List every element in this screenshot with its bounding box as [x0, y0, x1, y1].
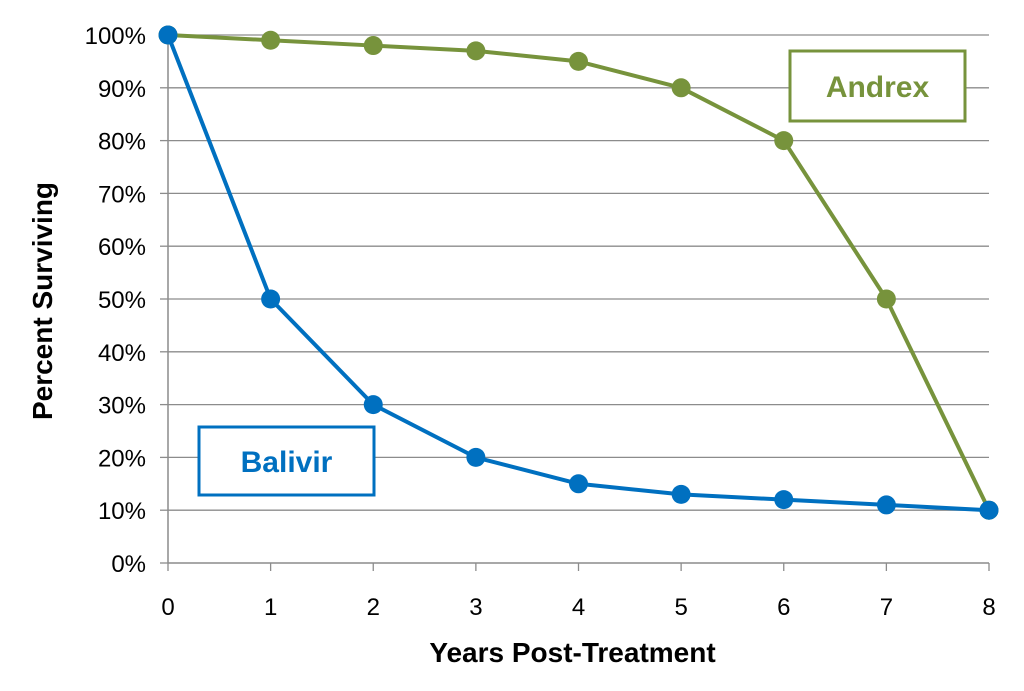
y-tick-label: 30%: [98, 393, 146, 420]
balivir-legend-box: [197, 425, 376, 497]
x-tick-label: 6: [777, 594, 790, 621]
y-axis-title: Percent Surviving: [27, 182, 58, 420]
balivir-point: [671, 484, 691, 504]
series-group: [158, 25, 999, 520]
balivir-point: [569, 474, 588, 494]
x-tick-label: 0: [161, 594, 174, 621]
andrex-legend-label: Andrex: [826, 71, 930, 104]
y-tick-label: 80%: [98, 129, 146, 156]
balivir-point: [979, 500, 999, 520]
andrex-point: [466, 41, 486, 61]
x-tick-label: 3: [469, 594, 482, 621]
andrex-point: [671, 78, 691, 98]
y-tick-labels: 0% 10% 20% 30% 40% 50% 60% 70% 80% 90% 100%: [85, 23, 146, 578]
y-tick-label: 50%: [98, 287, 146, 314]
y-tick-label: 20%: [98, 445, 146, 472]
axes: [160, 34, 990, 571]
balivir-point: [774, 490, 794, 510]
legend-group: Andrex Balivir: [197, 49, 967, 497]
andrex-point: [363, 36, 383, 56]
balivir-point: [363, 395, 383, 415]
balivir-point: [876, 495, 896, 515]
balivir-point: [466, 447, 486, 467]
y-tick-label: 100%: [85, 23, 146, 50]
y-tick-label: 90%: [98, 76, 146, 103]
y-tick-label: 0%: [111, 551, 146, 578]
x-tick-labels: 0 1 2 3 4 5 6 7 8: [161, 594, 995, 621]
x-tick-label: 7: [880, 594, 893, 621]
balivir-point: [261, 289, 281, 309]
andrex-point: [774, 131, 794, 151]
x-tick-label: 1: [264, 594, 277, 621]
andrex-point: [569, 51, 588, 71]
andrex-point: [261, 30, 281, 50]
andrex-point: [876, 289, 896, 309]
y-tick-label: 70%: [98, 181, 146, 208]
balivir-point: [158, 25, 178, 45]
y-tick-label: 60%: [98, 234, 146, 261]
andrex-legend-box: [788, 49, 967, 123]
x-axis-title: Years Post-Treatment: [429, 637, 715, 668]
x-tick-label: 8: [982, 594, 995, 621]
x-tick-label: 4: [572, 594, 585, 621]
y-tick-label: 10%: [98, 498, 146, 525]
y-tick-label: 40%: [98, 340, 146, 367]
x-tick-label: 5: [674, 594, 687, 621]
x-tick-label: 2: [367, 594, 380, 621]
balivir-legend-label: Balivir: [241, 446, 333, 479]
